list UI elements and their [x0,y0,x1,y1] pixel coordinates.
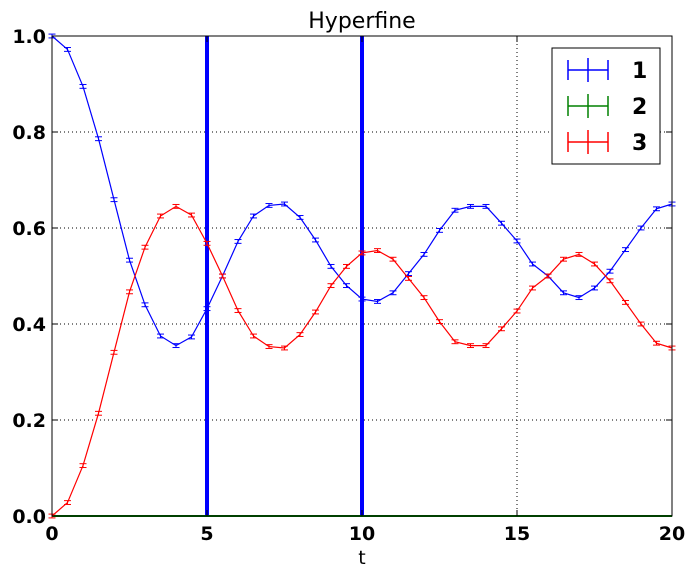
errorbar-3 [405,275,412,281]
axis-ticks: 0 5 10 15 20 0.0 0.2 0.4 0.6 0.8 1.0 [12,26,685,545]
y-tick-label: 0.0 [12,506,46,528]
errorbar-1 [436,227,443,233]
errorbar-1 [312,237,319,243]
errorbar-1 [451,207,459,213]
errorbar-3 [219,273,226,279]
errorbar-1 [653,206,660,212]
x-tick-label: 0 [45,523,58,545]
vertical-markers [205,36,364,516]
legend-label: 3 [632,131,647,156]
errorbar-3 [188,212,195,218]
x-tick-label: 15 [504,523,530,545]
errorbar-1 [389,290,397,296]
errorbar-1 [591,285,598,291]
errorbar-3 [482,343,490,349]
errorbar-1 [281,201,288,207]
x-tick-label: 5 [200,523,213,545]
errorbar-3 [126,289,133,295]
errorbar-1 [327,263,335,269]
chart-title: Hyperfine [308,9,415,34]
series-1 [48,33,676,349]
errorbar-1 [467,203,474,209]
errorbar-1 [343,283,350,289]
errorbar-3 [312,309,319,315]
errorbar-3 [281,345,288,351]
errorbar-3 [327,283,335,289]
errorbar-3 [513,308,521,314]
y-tick-label: 1.0 [12,26,46,48]
errorbar-3 [296,332,304,337]
legend-item-3: 3 [567,130,647,156]
errorbar-1 [203,306,211,312]
x-tick-label: 10 [349,523,375,545]
errorbar-3 [498,326,505,332]
y-tick-label: 0.8 [12,122,46,144]
errorbar-1 [172,343,180,349]
legend-label: 1 [632,59,647,84]
errorbar-3 [358,250,366,256]
errorbar-1 [110,197,118,203]
errorbar-1 [79,83,87,89]
errorbar-3 [451,339,459,345]
errorbar-1 [622,247,629,253]
errorbar-1 [188,334,195,340]
errorbar-3 [110,349,118,355]
errorbar-3 [467,343,474,349]
errorbar-1 [95,136,102,142]
errorbar-3 [64,500,71,505]
errorbar-3 [234,308,242,313]
errorbar-3 [250,333,257,339]
errorbar-3 [343,263,350,269]
errorbar-3 [389,256,397,262]
errorbar-1 [358,296,366,302]
errorbar-3 [141,244,149,250]
errorbar-3 [544,273,552,279]
errorbar-3 [529,285,536,291]
errorbar-3 [172,203,180,209]
errorbar-1 [157,333,164,339]
errorbar-3 [560,256,567,262]
y-tick-label: 0.4 [12,314,46,336]
errorbar-1 [141,302,149,308]
errorbar-1 [374,299,381,304]
errorbar-1 [296,215,304,220]
errorbar-1 [234,239,242,244]
errorbar-1 [606,268,614,274]
errorbar-1 [64,47,71,52]
errorbar-3 [653,340,660,346]
errorbar-3 [203,240,211,246]
errorbar-3 [575,251,583,257]
errorbar-3 [374,248,381,253]
errorbar-3 [637,321,645,327]
errorbar-1 [637,225,645,231]
errorbar-3 [265,344,273,349]
y-tick-label: 0.2 [12,410,46,432]
errorbar-1 [560,290,567,296]
errorbar-1 [265,203,273,208]
errorbar-1 [250,213,257,219]
errorbar-1 [498,220,505,226]
errorbar-3 [591,261,598,267]
x-tick-label: 20 [659,523,685,545]
legend-item-1: 1 [567,58,647,84]
x-axis-label: t [358,547,365,569]
errorbar-3 [436,319,443,325]
legend-label: 2 [632,95,647,120]
y-tick-label: 0.6 [12,218,46,240]
errorbar-1 [575,295,583,301]
errorbar-1 [126,257,133,263]
errorbar-1 [529,261,536,267]
legend-item-2: 2 [567,94,647,120]
errorbar-3 [79,463,87,469]
legend: 1 2 3 [551,47,661,165]
errorbar-1 [513,238,521,244]
errorbar-3 [420,295,428,301]
errorbar-1 [482,203,490,209]
errorbar-3 [606,278,614,284]
errorbar-3 [95,410,102,416]
errorbar-1 [420,251,428,257]
errorbar-3 [157,213,164,219]
errorbar-3 [622,299,629,305]
